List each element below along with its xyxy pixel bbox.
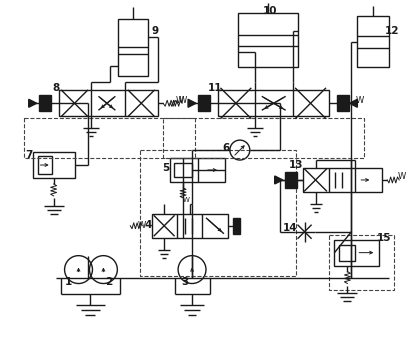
Text: 6: 6	[222, 143, 230, 153]
Text: W: W	[138, 221, 146, 230]
Text: 11: 11	[208, 83, 222, 93]
Text: 10: 10	[262, 6, 277, 16]
Text: 8: 8	[52, 83, 59, 93]
Bar	[59, 90, 158, 116]
Polygon shape	[198, 95, 210, 111]
Bar	[140, 150, 296, 276]
Text: W: W	[183, 197, 189, 203]
Bar	[38, 156, 52, 174]
Bar	[24, 118, 195, 158]
Text: W: W	[355, 96, 364, 105]
Text: 4: 4	[144, 220, 152, 230]
Bar	[152, 214, 228, 238]
Text: W: W	[179, 96, 187, 105]
Bar	[238, 13, 297, 67]
Text: 12: 12	[385, 26, 399, 36]
Bar	[339, 245, 355, 261]
Text: 15: 15	[377, 233, 392, 243]
Text: W: W	[176, 96, 184, 105]
Bar	[330, 235, 394, 290]
Bar	[303, 168, 382, 192]
Text: 9: 9	[152, 26, 159, 36]
Text: 3: 3	[182, 277, 189, 286]
Polygon shape	[188, 99, 196, 107]
Bar	[163, 118, 364, 158]
Polygon shape	[285, 172, 297, 188]
Text: 13: 13	[288, 160, 303, 170]
Bar	[33, 152, 75, 178]
Text: W: W	[398, 173, 406, 181]
Polygon shape	[349, 99, 357, 107]
Text: 7: 7	[25, 150, 32, 160]
Bar	[170, 158, 225, 182]
Polygon shape	[337, 95, 349, 111]
Text: 5: 5	[162, 163, 170, 173]
Polygon shape	[233, 218, 240, 234]
Bar	[174, 163, 192, 177]
Bar	[357, 16, 389, 67]
Text: 2: 2	[105, 277, 112, 286]
Text: 14: 14	[282, 223, 297, 233]
Polygon shape	[275, 176, 283, 184]
Polygon shape	[39, 95, 51, 111]
Bar	[218, 90, 330, 116]
Text: 1: 1	[65, 277, 72, 286]
Bar	[335, 240, 379, 266]
Polygon shape	[29, 99, 37, 107]
Bar	[118, 19, 148, 76]
